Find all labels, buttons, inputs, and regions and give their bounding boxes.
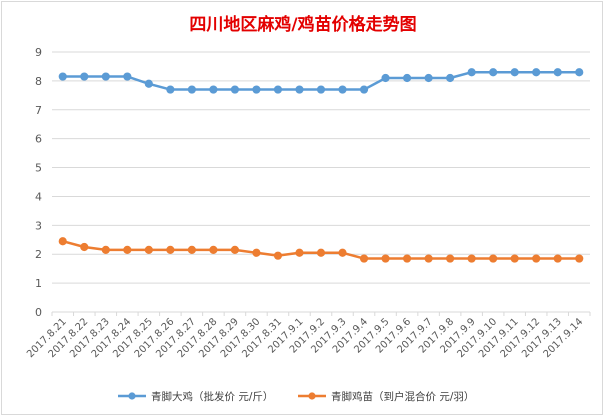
y-tick-label: 3	[35, 219, 42, 232]
data-point	[144, 79, 153, 88]
data-point	[80, 72, 89, 81]
data-point	[58, 72, 67, 81]
data-point	[252, 248, 261, 257]
legend-label: 青脚鸡苗（到户混合价 元/羽）	[331, 390, 474, 403]
y-tick-label: 6	[35, 133, 42, 146]
data-point	[553, 68, 562, 77]
data-point	[402, 73, 412, 83]
data-point	[101, 245, 110, 254]
data-point	[123, 72, 132, 81]
y-tick-label: 9	[35, 46, 42, 59]
data-point	[123, 245, 132, 254]
data-point	[402, 254, 412, 263]
y-tick-label: 0	[35, 306, 42, 319]
data-point	[489, 68, 498, 77]
data-point	[446, 73, 455, 83]
data-point	[273, 85, 283, 94]
data-point	[273, 251, 283, 260]
data-point	[467, 68, 476, 77]
data-point	[144, 245, 153, 254]
data-point	[381, 73, 390, 83]
y-tick-label: 8	[35, 75, 42, 88]
data-point	[295, 85, 304, 94]
data-point	[230, 245, 240, 254]
data-point	[316, 85, 326, 94]
data-point	[467, 254, 476, 263]
data-point	[532, 254, 541, 263]
data-point	[424, 73, 433, 83]
data-point	[101, 72, 110, 81]
data-point	[80, 242, 89, 252]
data-point	[359, 254, 369, 263]
y-tick-label: 1	[35, 277, 42, 290]
data-point	[209, 85, 218, 94]
data-point	[553, 254, 562, 263]
data-point	[295, 248, 304, 257]
data-point	[187, 245, 196, 254]
data-point	[510, 254, 519, 263]
legend-label: 青脚大鸡（批发价 元/斤）	[151, 390, 273, 403]
data-point	[316, 248, 326, 257]
y-tick-label: 5	[35, 162, 42, 175]
data-point	[446, 254, 455, 263]
data-point	[58, 237, 67, 246]
legend-marker	[128, 392, 136, 400]
legend-marker	[308, 392, 316, 400]
data-point	[575, 68, 584, 77]
data-point	[252, 85, 261, 94]
y-tick-label: 2	[35, 248, 42, 261]
data-point	[166, 245, 175, 254]
data-point	[338, 248, 347, 257]
data-point	[532, 68, 541, 77]
data-point	[424, 254, 433, 263]
data-point	[230, 85, 240, 94]
y-tick-label: 4	[35, 190, 42, 203]
data-point	[489, 254, 498, 263]
data-point	[381, 254, 390, 263]
y-tick-label: 7	[35, 104, 42, 117]
data-point	[575, 254, 584, 263]
chart-title: 四川地区麻鸡/鸡苗价格走势图	[189, 15, 417, 35]
data-point	[510, 68, 519, 77]
data-point	[209, 245, 218, 254]
data-point	[359, 85, 369, 94]
data-point	[187, 85, 196, 94]
data-point	[166, 85, 175, 94]
data-point	[338, 85, 347, 94]
